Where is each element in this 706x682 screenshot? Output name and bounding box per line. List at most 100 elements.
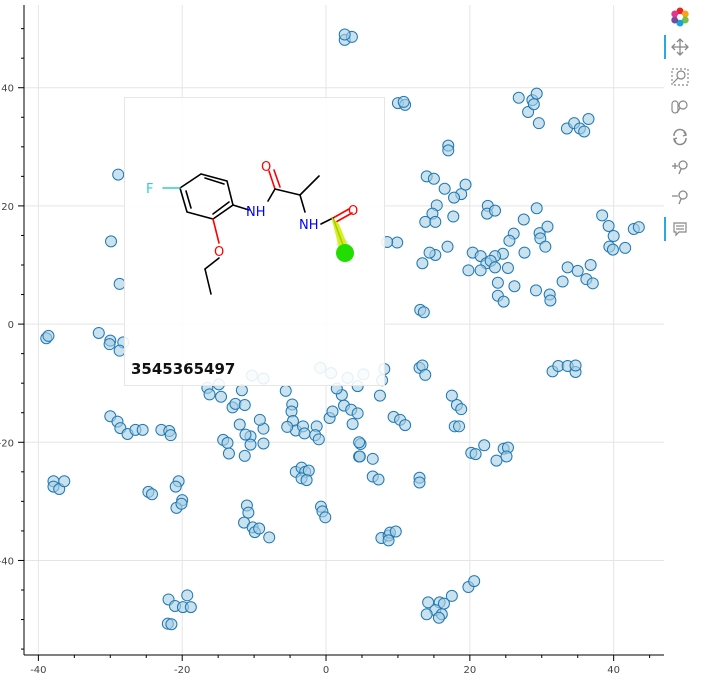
scatter-point[interactable] [445, 389, 458, 402]
scatter-point[interactable] [146, 488, 158, 501]
scatter-point[interactable] [455, 403, 468, 416]
scatter-point[interactable] [351, 407, 364, 420]
scatter-point[interactable] [530, 202, 543, 215]
scatter-point[interactable] [253, 522, 266, 535]
scatter-point[interactable] [561, 261, 574, 274]
scatter-point[interactable] [239, 428, 252, 441]
scatter-point[interactable] [112, 168, 125, 181]
scatter-point[interactable] [544, 294, 557, 307]
scatter-point[interactable] [478, 439, 491, 452]
scatter-point[interactable] [447, 210, 460, 223]
scatter-point[interactable] [233, 418, 246, 431]
scatter-points[interactable] [40, 28, 645, 631]
scatter-point[interactable] [319, 511, 332, 524]
scatter-point[interactable] [164, 429, 177, 442]
scatter-point[interactable] [353, 436, 366, 449]
scatter-point[interactable] [500, 450, 513, 463]
scatter-point[interactable] [136, 423, 149, 436]
scatter-point[interactable] [300, 474, 313, 487]
scatter-point[interactable] [169, 480, 182, 493]
scatter-point[interactable] [413, 476, 426, 489]
box-zoom-icon[interactable] [664, 64, 696, 90]
scatter-point[interactable] [42, 329, 55, 342]
scatter-point[interactable] [503, 234, 516, 247]
scatter-point[interactable] [253, 413, 266, 426]
scatter-point[interactable] [532, 117, 545, 130]
scatter-point[interactable] [103, 338, 116, 351]
scatter-point[interactable] [445, 589, 458, 602]
scatter-point[interactable] [459, 178, 472, 191]
scatter-point[interactable] [399, 419, 412, 432]
scatter-point[interactable] [512, 91, 525, 104]
scatter-point[interactable] [420, 608, 433, 621]
scatter-point[interactable] [92, 326, 105, 339]
scatter-point[interactable] [422, 596, 435, 609]
scatter-point[interactable] [222, 447, 235, 460]
scatter-point[interactable] [326, 405, 339, 418]
scatter-point[interactable] [353, 450, 366, 463]
scatter-point[interactable] [105, 235, 118, 248]
scatter-point[interactable] [606, 243, 619, 256]
scatter-point[interactable] [539, 240, 552, 253]
scatter-point[interactable] [281, 420, 294, 433]
scatter-point[interactable] [423, 246, 436, 259]
scatter-point[interactable] [432, 611, 445, 624]
zoom-out-icon[interactable] [664, 184, 696, 210]
scatter-point[interactable] [366, 452, 379, 465]
scatter-point[interactable] [417, 306, 430, 319]
reset-icon[interactable] [664, 124, 696, 150]
scatter-point[interactable] [257, 437, 270, 450]
scatter-point[interactable] [490, 454, 503, 467]
scatter-point[interactable] [58, 475, 71, 488]
scatter-point[interactable] [448, 191, 461, 204]
bokeh-logo-icon[interactable] [664, 4, 696, 30]
scatter-point[interactable] [298, 427, 311, 440]
scatter-point[interactable] [468, 575, 481, 588]
scatter-point[interactable] [238, 399, 251, 412]
scatter-point[interactable] [416, 257, 429, 270]
scatter-point[interactable] [238, 449, 251, 462]
scatter-point[interactable] [419, 368, 432, 381]
scatter-point[interactable] [419, 215, 432, 228]
scatter-point[interactable] [372, 473, 385, 486]
scatter-point[interactable] [501, 261, 514, 274]
hover-icon[interactable] [664, 216, 696, 242]
scatter-point[interactable] [517, 213, 530, 226]
scatter-point[interactable] [442, 144, 455, 157]
scatter-point[interactable] [508, 280, 521, 293]
scatter-point[interactable] [489, 261, 502, 274]
scatter-point[interactable] [453, 420, 466, 433]
scatter-point[interactable] [586, 277, 599, 290]
scatter-point[interactable] [497, 295, 510, 308]
scatter-point[interactable] [165, 618, 178, 631]
scatter-point[interactable] [602, 220, 615, 232]
scatter-point[interactable] [474, 264, 487, 277]
scatter-point[interactable] [235, 384, 248, 397]
scatter-point[interactable] [489, 204, 502, 217]
scatter-point[interactable] [221, 436, 234, 449]
scatter-point[interactable] [242, 506, 255, 519]
scatter-point[interactable] [556, 275, 569, 288]
scatter-point[interactable] [441, 240, 454, 253]
scatter-point[interactable] [346, 417, 359, 430]
wheel-zoom-icon[interactable] [664, 94, 696, 120]
scatter-point[interactable] [389, 525, 402, 538]
scatter-point[interactable] [397, 95, 410, 108]
scatter-point[interactable] [438, 182, 451, 195]
scatter-point[interactable] [518, 246, 531, 259]
scatter-point[interactable] [373, 389, 386, 402]
scatter-point[interactable] [584, 259, 597, 271]
scatter-point[interactable] [215, 390, 228, 403]
zoom-in-icon[interactable] [664, 154, 696, 180]
scatter-point[interactable] [391, 236, 404, 249]
scatter-point[interactable] [427, 172, 440, 185]
scatter-point[interactable] [530, 87, 543, 100]
scatter-point[interactable] [175, 497, 188, 510]
scatter-point[interactable] [569, 359, 582, 372]
scatter-point[interactable] [491, 276, 504, 289]
scatter-point[interactable] [596, 209, 609, 222]
scatter-point[interactable] [312, 433, 325, 446]
scatter-point[interactable] [619, 241, 632, 254]
scatter-point[interactable] [338, 28, 351, 41]
